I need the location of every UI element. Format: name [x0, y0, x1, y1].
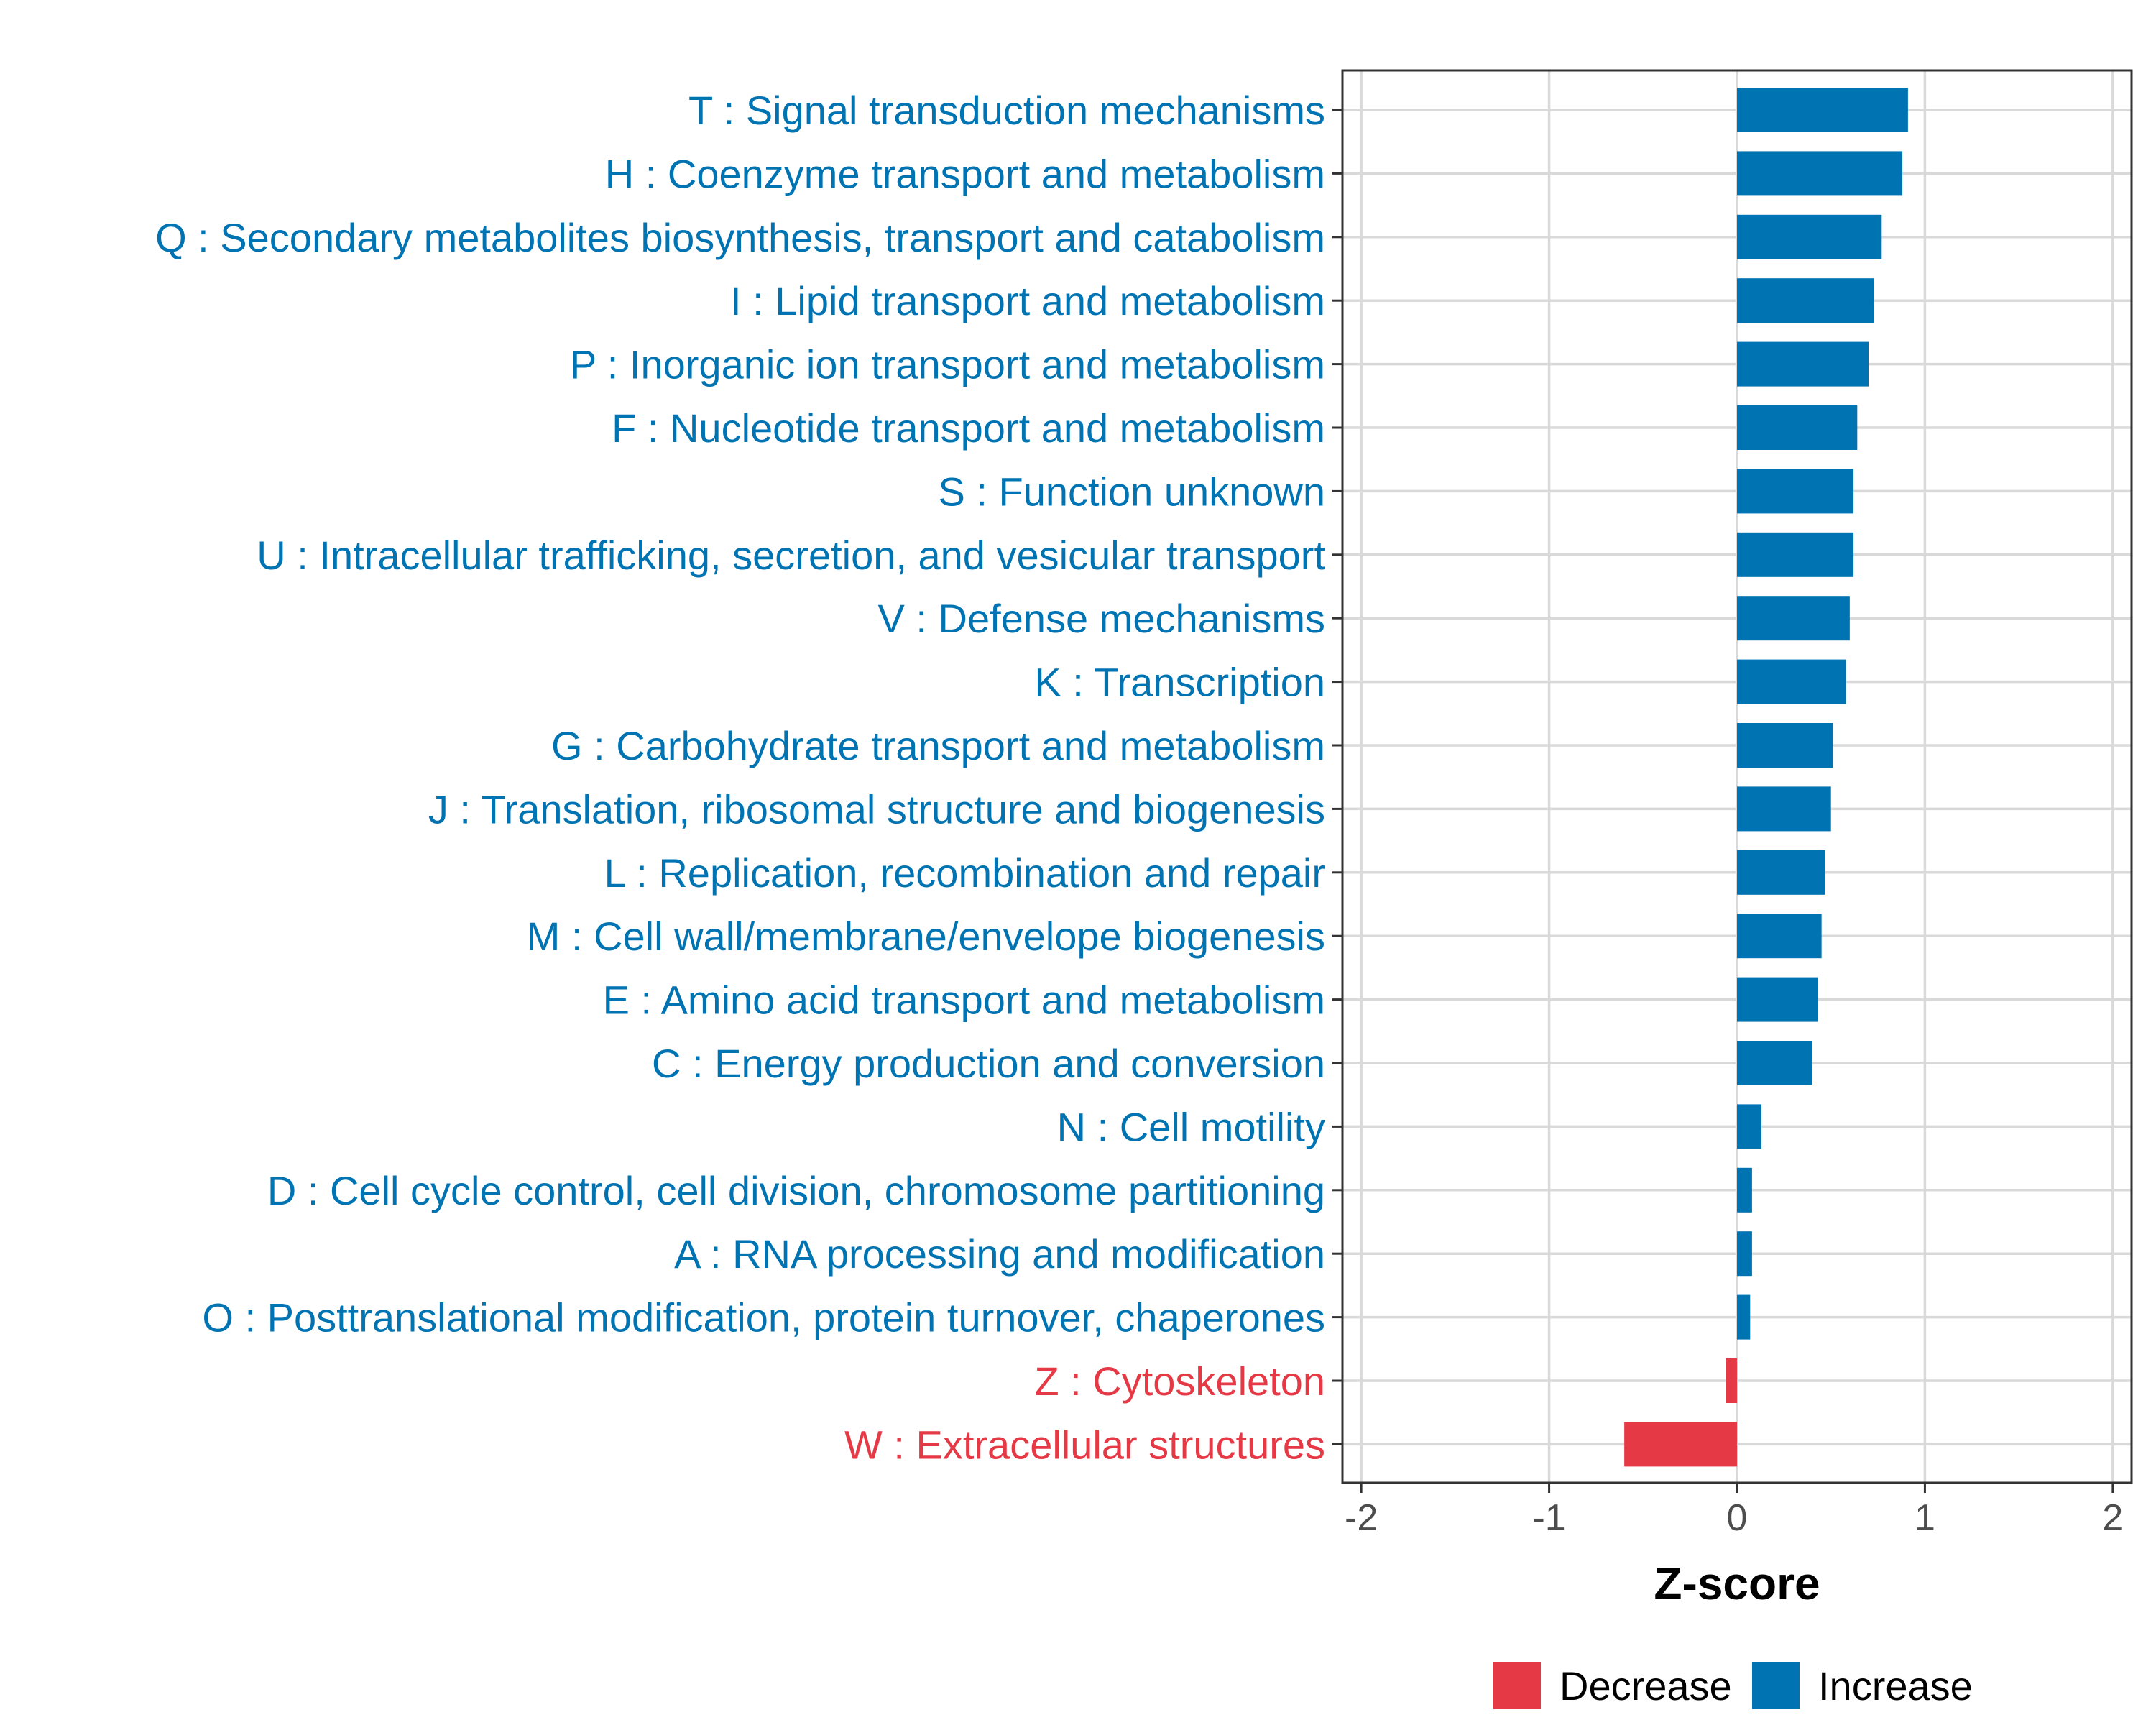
bar — [1737, 914, 1822, 959]
category-labels: T : Signal transduction mechanisms H : Co… — [155, 88, 1325, 1467]
category-label: G : Carbohydrate transport and metabolis… — [551, 723, 1325, 768]
bar — [1737, 786, 1831, 832]
bar — [1737, 278, 1874, 323]
bar — [1737, 1041, 1812, 1085]
bar — [1737, 1231, 1752, 1276]
category-label: J : Translation, ribosomal structure and… — [428, 786, 1325, 832]
category-label: T : Signal transduction mechanisms — [688, 88, 1325, 133]
category-label: A : RNA processing and modification — [674, 1231, 1325, 1276]
category-label: I : Lipid transport and metabolism — [730, 278, 1325, 323]
x-tick-label: 0 — [1727, 1497, 1748, 1539]
axis-ticks — [1332, 109, 2114, 1493]
bars — [1624, 88, 1908, 1467]
x-tick-label: -1 — [1532, 1497, 1565, 1539]
category-label: H : Coenzyme transport and metabolism — [605, 151, 1325, 196]
category-label: M : Cell wall/membrane/envelope biogenes… — [527, 914, 1325, 959]
x-tick-label: -2 — [1345, 1497, 1378, 1539]
bar — [1737, 1167, 1752, 1213]
bar — [1737, 88, 1908, 132]
x-tick-label: 1 — [1915, 1497, 1935, 1539]
bar — [1737, 659, 1846, 704]
category-label: W : Extracellular structures — [844, 1422, 1325, 1467]
category-label: C : Energy production and conversion — [652, 1041, 1325, 1086]
bar — [1737, 850, 1825, 895]
bar — [1737, 405, 1858, 450]
category-label: Q : Secondary metabolites biosynthesis, … — [155, 215, 1325, 260]
bar — [1737, 532, 1854, 577]
category-label: V : Defense mechanisms — [878, 596, 1325, 641]
x-axis-title: Z-score — [1654, 1558, 1820, 1609]
legend: Decrease Increase — [1493, 1662, 1973, 1709]
category-label: U : Intracellular trafficking, secretion… — [257, 533, 1325, 578]
legend-label-decrease: Decrease — [1560, 1663, 1732, 1708]
category-label: S : Function unknown — [938, 469, 1325, 514]
bar — [1737, 469, 1854, 514]
category-label: L : Replication, recombination and repai… — [604, 850, 1325, 896]
bar — [1737, 1294, 1751, 1340]
x-tick-label: 2 — [2102, 1497, 2123, 1539]
bar — [1737, 596, 1850, 641]
category-label: P : Inorganic ion transport and metaboli… — [570, 342, 1325, 387]
bar — [1737, 341, 1869, 387]
bar — [1737, 214, 1882, 259]
category-label: F : Nucleotide transport and metabolism — [612, 405, 1325, 451]
x-tick-labels: -2 -1 0 1 2 — [1345, 1497, 2123, 1539]
category-label: D : Cell cycle control, cell division, c… — [267, 1168, 1325, 1213]
legend-label-increase: Increase — [1818, 1663, 1973, 1708]
legend-swatch-decrease — [1493, 1662, 1541, 1709]
category-label: N : Cell motility — [1057, 1104, 1325, 1149]
bar — [1737, 977, 1818, 1022]
category-label: O : Posttranslational modification, prot… — [202, 1295, 1325, 1340]
bar — [1737, 1104, 1761, 1149]
legend-swatch-increase — [1752, 1662, 1800, 1709]
category-label: K : Transcription — [1034, 660, 1325, 705]
bar — [1737, 151, 1903, 196]
category-label: Z : Cytoskeleton — [1034, 1358, 1325, 1404]
bar — [1737, 723, 1833, 768]
bar — [1624, 1422, 1737, 1467]
bar — [1726, 1358, 1737, 1403]
category-label: E : Amino acid transport and metabolism — [603, 978, 1325, 1023]
